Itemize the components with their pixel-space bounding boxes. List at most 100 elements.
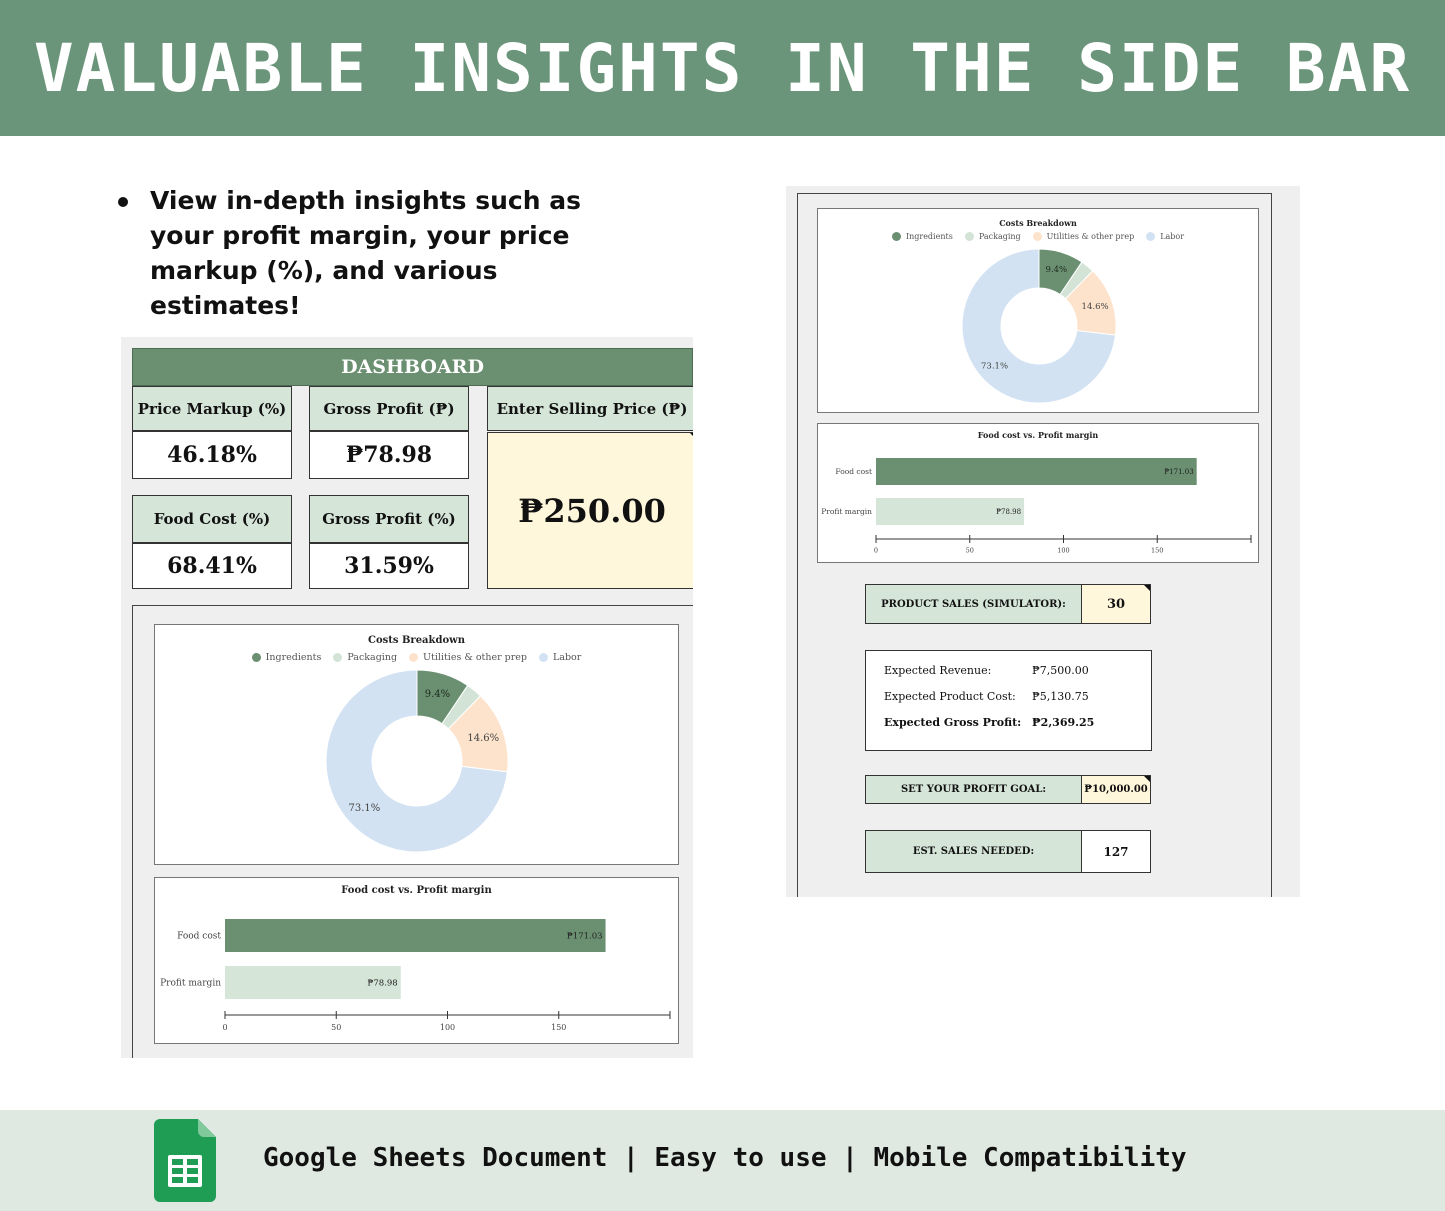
feature-bullet: View in-depth insights such as your prof… (118, 183, 638, 323)
selling-price-label: Enter Selling Price (₱) (487, 386, 693, 431)
donut-svg: 9.4% 14.6% 73.1% (961, 248, 1117, 404)
footer-text: Google Sheets Document | Easy to use | M… (263, 1143, 1187, 1173)
sidebar-frame: Costs Breakdown Ingredients Packaging Ut… (797, 193, 1272, 897)
legend-label: Packaging (347, 652, 398, 663)
bar (876, 498, 1025, 525)
note-corner-icon (1144, 585, 1150, 591)
bar (876, 458, 1197, 485)
legend-item: Labor (1146, 232, 1184, 241)
costs-breakdown-chart: Costs Breakdown Ingredients Packaging Ut… (817, 208, 1259, 413)
price-markup-value: 46.18% (132, 431, 292, 479)
slice-label: 14.6% (1082, 302, 1109, 312)
bar-svg: Food cost ₱171.03 Profit margin ₱78.98 0 50 10… (821, 458, 1252, 555)
legend-label: Utilities & other prep (423, 652, 527, 663)
charts-area: Costs Breakdown Ingredients Packaging Ut… (132, 605, 693, 1058)
legend-swatch (1032, 232, 1042, 241)
gross-profit-value: ₱78.98 (309, 431, 469, 479)
title-banner: VALUABLE INSIGHTS IN THE SIDE BAR (0, 0, 1445, 136)
product-sales-label: PRODUCT SALES (SIMULATOR): (865, 584, 1082, 624)
category-label: Profit margin (160, 979, 221, 989)
legend-item: Ingredients (251, 652, 322, 663)
tick-label: 0 (874, 547, 878, 555)
profit-goal-input[interactable]: ₱10,000.00 (1081, 775, 1151, 804)
dashboard-title: DASHBOARD (132, 348, 693, 386)
chart-title: Costs Breakdown (367, 635, 466, 646)
food-cost-value: 68.41% (132, 543, 292, 589)
profit-goal-label: SET YOUR PROFIT GOAL: (865, 775, 1082, 804)
gross-profit-label: Gross Profit (₱) (309, 386, 469, 431)
legend-label: Ingredients (905, 232, 953, 241)
category-label: Profit margin (821, 507, 872, 516)
price-markup-label: Price Markup (%) (132, 386, 292, 431)
food-cost-label: Food Cost (%) (132, 495, 292, 543)
chart-title: Costs Breakdown (999, 218, 1077, 228)
bullet-text: View in-depth insights such as your prof… (150, 186, 581, 320)
banner-title: VALUABLE INSIGHTS IN THE SIDE BAR (33, 29, 1412, 107)
google-sheets-icon (154, 1119, 216, 1202)
tick-label: 0 (222, 1023, 227, 1032)
bullet-dot-icon (118, 197, 128, 207)
legend-item: Ingredients (891, 232, 953, 241)
tick-label: 100 (1057, 547, 1069, 555)
value-label: ₱171.03 (567, 931, 603, 941)
chart-legend: Ingredients Packaging Utilities & other … (818, 232, 1258, 241)
expected-revenue-label: Expected Revenue: (884, 664, 992, 677)
expected-cost-label: Expected Product Cost: (884, 690, 1016, 703)
donut-svg: 9.4% 14.6% 73.1% (325, 669, 509, 853)
bar (225, 966, 401, 999)
gross-profit-pct-value: 31.59% (309, 543, 469, 589)
product-sales-input[interactable]: 30 (1081, 584, 1151, 624)
category-label: Food cost (835, 467, 872, 476)
value-label: ₱171.03 (1164, 468, 1193, 476)
legend-swatch (251, 653, 261, 662)
chart-title: Food cost vs. Profit margin (977, 430, 1099, 440)
selling-price-value: ₱250.00 (518, 491, 666, 530)
legend-swatch (1146, 232, 1156, 241)
gross-profit-pct-label: Gross Profit (%) (309, 495, 469, 543)
slice-label: 73.1% (981, 361, 1008, 371)
legend-swatch (539, 653, 548, 662)
value-label: ₱78.98 (367, 978, 397, 988)
note-corner-icon (1144, 776, 1150, 782)
pie-slice (961, 248, 1117, 404)
legend-label: Utilities & other prep (1046, 232, 1135, 241)
expected-results-box: Expected Revenue: ₱7,500.00 Expected Pro… (865, 650, 1152, 751)
slice-label: 9.4% (425, 689, 450, 700)
note-corner-icon (690, 433, 693, 439)
legend-label: Labor (1160, 232, 1185, 241)
legend-item: Labor (539, 652, 581, 663)
expected-profit-value: ₱2,369.25 (1032, 716, 1095, 729)
expected-profit-label: Expected Gross Profit: (884, 716, 1022, 729)
legend-label: Packaging (978, 232, 1021, 241)
category-label: Food cost (177, 932, 221, 942)
sales-needed-label: EST. SALES NEEDED: (865, 830, 1082, 873)
slice-label: 73.1% (349, 803, 381, 814)
pie-slice (325, 669, 508, 853)
chart-legend: Ingredients Packaging Utilities & other … (155, 652, 678, 663)
bar-svg: Food cost ₱171.03 Profit margin ₱78.98 0 50 10… (160, 919, 671, 1032)
legend-swatch (891, 232, 901, 241)
costs-breakdown-chart: Costs Breakdown Ingredients Packaging Ut… (154, 624, 679, 865)
tick-label: 50 (966, 547, 974, 555)
legend-item: Utilities & other prep (1032, 232, 1135, 241)
footer-bar: Google Sheets Document | Easy to use | M… (0, 1110, 1445, 1211)
legend-item: Packaging (333, 652, 397, 663)
legend-swatch (964, 232, 974, 241)
legend-label: Ingredients (265, 652, 322, 663)
legend-item: Utilities & other prep (409, 652, 527, 663)
food-vs-profit-chart: Food cost vs. Profit margin Food cost ₱17… (154, 877, 679, 1044)
expected-cost-value: ₱5,130.75 (1032, 690, 1089, 703)
slice-label: 14.6% (467, 733, 499, 744)
value-label: ₱78.98 (996, 508, 1021, 516)
tick-label: 50 (331, 1023, 341, 1032)
dashboard-screenshot: DASHBOARD Price Markup (%) 46.18% Gross … (121, 337, 693, 1058)
selling-price-input[interactable]: ₱250.00 (487, 432, 693, 589)
legend-swatch (333, 653, 343, 662)
legend-label: Labor (553, 652, 582, 663)
profit-goal-value: ₱10,000.00 (1084, 784, 1148, 795)
food-vs-profit-chart: Food cost vs. Profit margin Food cost ₱17… (817, 423, 1259, 563)
product-sales-value: 30 (1106, 596, 1126, 612)
expected-revenue-value: ₱7,500.00 (1032, 664, 1089, 677)
sales-needed-value: 127 (1081, 830, 1151, 873)
legend-item: Packaging (964, 232, 1021, 241)
